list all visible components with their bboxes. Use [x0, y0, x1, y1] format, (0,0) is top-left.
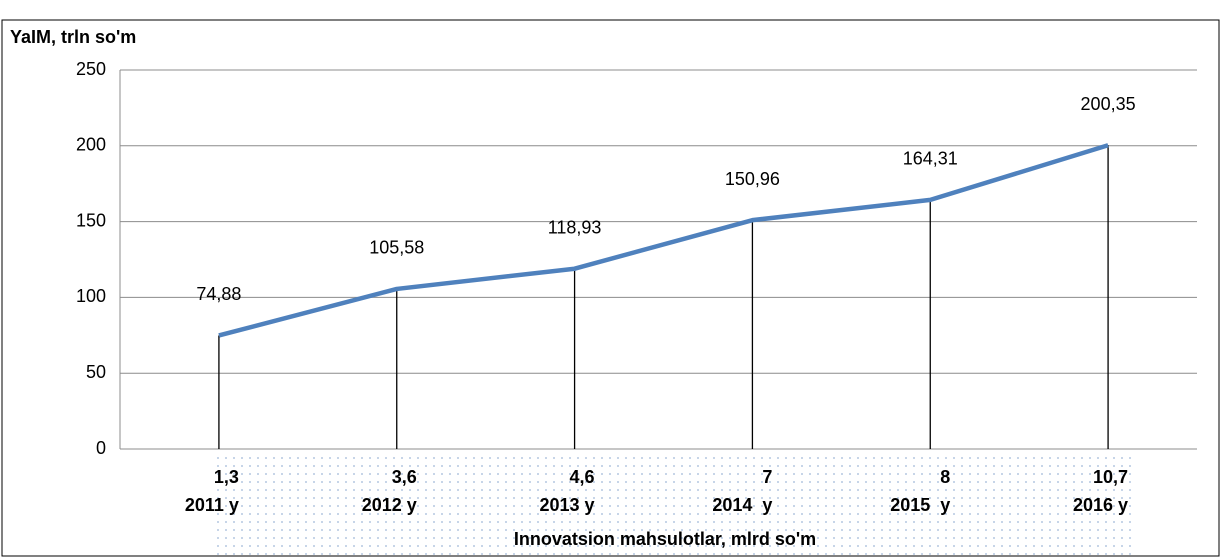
data-label: 74,88	[196, 284, 241, 304]
x-tick-label: 4,6	[570, 467, 595, 487]
x-tick-label: 2014 y	[712, 495, 772, 515]
x-axis-label: Innovatsion mahsulotlar, mlrd so'm	[514, 529, 816, 549]
x-tick-label: 2015 y	[890, 495, 950, 515]
x-tick-label: 1,3	[214, 467, 239, 487]
data-label: 164,31	[903, 149, 958, 169]
x-tick-label: 2012 y	[362, 495, 417, 515]
data-label: 118,93	[548, 217, 602, 237]
x-tick-label: 2011 y	[185, 495, 239, 515]
x-tick-label: 10,7	[1093, 467, 1128, 487]
x-tick-label: 7	[762, 467, 772, 487]
data-label: 150,96	[725, 169, 780, 189]
x-tick-label: 2016 y	[1073, 495, 1128, 515]
y-tick-label: 150	[76, 210, 106, 230]
x-tick-label: 8	[940, 467, 950, 487]
y-tick-label: 0	[96, 438, 106, 458]
y-tick-label: 200	[76, 135, 106, 155]
x-tick-label: 2013 y	[540, 495, 595, 515]
line	[218, 143, 1109, 338]
chart-title: YaIM, trln so'm	[10, 27, 136, 47]
data-label: 200,35	[1081, 94, 1136, 114]
x-tick-label: 3,6	[392, 467, 417, 487]
y-tick-label: 50	[86, 362, 106, 382]
data-label: 105,58	[369, 238, 424, 258]
y-tick-label: 250	[76, 59, 106, 79]
y-tick-label: 100	[76, 286, 106, 306]
label-background	[212, 455, 1137, 555]
